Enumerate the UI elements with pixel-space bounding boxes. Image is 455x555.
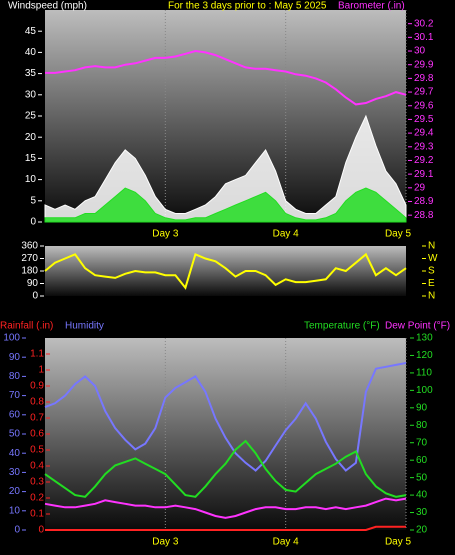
plot-area [45, 338, 406, 530]
x-tick-label: Day 3 [152, 537, 179, 548]
y2-tick-label: 29.7 [414, 87, 434, 98]
y2-tick-label: 29 [414, 182, 426, 193]
legend-entry: Dew Point (°F) [385, 321, 450, 332]
y-tick-label: 70 [9, 390, 21, 401]
y-tick-label: 50 [9, 429, 21, 440]
series-line [45, 525, 406, 531]
y2-tick-label: N [428, 241, 435, 252]
y-tick-label: 180 [21, 266, 38, 277]
y2-tick-label: 90 [416, 402, 428, 413]
y-tick-label: 35 [25, 68, 37, 79]
y2-tick-label: 60 [416, 455, 428, 466]
y3-tick-label: 0.8 [30, 397, 44, 408]
series-line [44, 497, 407, 519]
y-tick-label: 45 [25, 26, 37, 37]
y-tick-label: 30 [25, 89, 37, 100]
y3-tick-label: 0.5 [30, 445, 44, 456]
series-line [44, 439, 407, 498]
y2-tick-label: 29.1 [414, 169, 434, 180]
series-line [44, 362, 407, 472]
y-tick-label: 0 [14, 525, 20, 536]
y-tick-label: 360 [21, 241, 38, 252]
y3-tick-label: 0.6 [30, 429, 44, 440]
y2-tick-label: 30 [414, 46, 426, 57]
y-tick-label: 30 [9, 467, 21, 478]
y2-tick-label: 30.2 [414, 18, 434, 29]
x-tick-label: Day 4 [273, 229, 300, 240]
y-tick-label: 40 [9, 448, 21, 459]
y-tick-label: 20 [25, 132, 37, 143]
y2-tick-label: E [428, 278, 435, 289]
y3-tick-label: 0.1 [30, 509, 44, 520]
x-tick-label: Day 3 [152, 229, 179, 240]
y3-tick-label: 1.1 [30, 349, 44, 360]
y2-tick-label: N [428, 291, 435, 302]
y-tick-label: 20 [9, 486, 21, 497]
y2-tick-label: 29.4 [414, 128, 434, 139]
y-tick-label: 5 [30, 195, 36, 206]
y-tick-label: 0 [30, 217, 36, 228]
y-tick-label: 10 [9, 505, 21, 516]
y-tick-label: 40 [25, 47, 37, 58]
y-axis-label: Windspeed (mph) [8, 1, 87, 12]
y3-tick-label: 0.4 [30, 461, 44, 472]
y-tick-label: 25 [25, 111, 37, 122]
y-tick-label: 90 [27, 278, 39, 289]
x-tick-label: Day 5 [385, 229, 412, 240]
y3-tick-label: 0.7 [30, 413, 44, 424]
y2-tick-label: 29.5 [414, 114, 434, 125]
y3-tick-label: 0.9 [30, 381, 44, 392]
x-tick-label: Day 5 [385, 537, 412, 548]
y2-tick-label: 130 [416, 333, 433, 344]
y-tick-label: 10 [25, 174, 37, 185]
chart-title: For the 3 days prior to : May 5 2025 [168, 1, 327, 12]
y2-tick-label: 50 [416, 472, 428, 483]
y-tick-label: 100 [3, 333, 20, 344]
y2-tick-label: 120 [416, 350, 433, 361]
legend-entry: Temperature (°F) [304, 321, 380, 332]
y3-tick-label: 0.2 [30, 493, 44, 504]
y-tick-label: 60 [9, 409, 21, 420]
y2-tick-label: 30.1 [414, 32, 434, 43]
y2-tick-label: 80 [416, 420, 428, 431]
y2-tick-label: 70 [416, 437, 428, 448]
y2-tick-label: 40 [416, 490, 428, 501]
y2-tick-label: 110 [416, 368, 432, 379]
legend-entry: Barometer (.in) [338, 1, 405, 12]
y-tick-label: 80 [9, 371, 21, 382]
legend-entry: Humidity [65, 321, 104, 332]
y-tick-label: 0 [32, 291, 38, 302]
y2-tick-label: 29.2 [414, 155, 434, 166]
y-tick-label: 15 [25, 153, 37, 164]
series-line [44, 252, 407, 290]
y-tick-label: 270 [21, 253, 38, 264]
y2-tick-label: 28.9 [414, 196, 434, 207]
y2-tick-label: S [428, 266, 435, 277]
y-tick-label: 90 [9, 352, 21, 363]
y2-tick-label: 30 [416, 507, 428, 518]
y2-tick-label: 100 [416, 385, 433, 396]
y3-tick-label: 0.3 [30, 477, 44, 488]
plot-area [45, 246, 406, 296]
y2-tick-label: 29.6 [414, 100, 434, 111]
y3-tick-label: 0 [38, 525, 44, 536]
series-line [45, 49, 407, 106]
y2-tick-label: 28.8 [414, 210, 434, 221]
y2-tick-label: 29.8 [414, 73, 434, 84]
series-line [44, 187, 407, 223]
x-tick-label: Day 4 [273, 537, 300, 548]
y3-tick-label: 1 [38, 365, 44, 376]
y2-tick-label: 29.3 [414, 141, 434, 152]
y2-tick-label: 29.9 [414, 59, 434, 70]
legend-entry: Rainfall (.in) [0, 321, 53, 332]
y2-tick-label: W [428, 253, 438, 264]
y2-tick-label: 20 [416, 525, 428, 536]
